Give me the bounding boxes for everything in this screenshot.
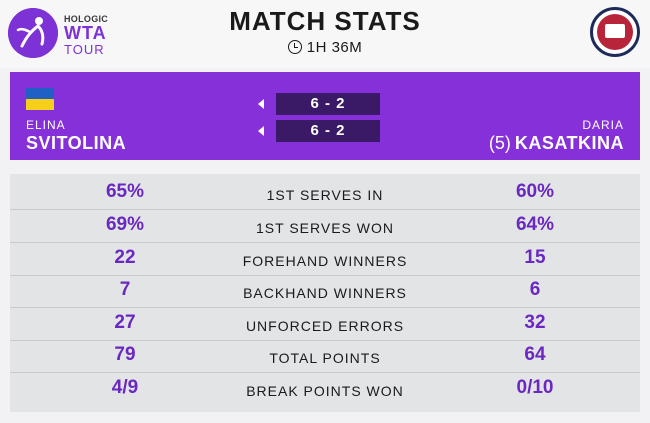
duration-value: 1H 36M xyxy=(306,39,363,56)
player-left-last-name: SVITOLINA xyxy=(26,133,127,153)
stat-row: 7 BACKHAND WINNERS 6 xyxy=(10,276,640,308)
player-right-surname: KASATKINA xyxy=(514,133,624,153)
stat-right-value: 15 xyxy=(524,247,546,268)
stat-left-value: 79 xyxy=(114,344,136,365)
stat-right-value: 64 xyxy=(524,344,546,365)
clock-icon xyxy=(287,40,302,54)
set-score: 6 - 2 xyxy=(276,120,380,142)
stat-right-value: 60% xyxy=(515,181,555,202)
stats-table: 65% 1ST SERVES IN 60% 69% 1ST SERVES WON… xyxy=(10,174,640,412)
stat-row: 4/9 BREAK POINTS WON 0/10 xyxy=(10,374,640,406)
logo-sponsor: HOLOGIC xyxy=(64,14,109,24)
wta-logo[interactable]: HOLOGIC WTA TOUR xyxy=(8,6,128,62)
player-right-seed: (5) xyxy=(488,133,511,153)
row-divider xyxy=(10,275,640,276)
match-duration: 1H 36M xyxy=(0,39,650,56)
row-divider xyxy=(10,242,640,243)
set-score-row: 6 - 2 xyxy=(258,120,380,142)
page-title: MATCH STATS xyxy=(229,6,421,36)
row-divider xyxy=(10,209,640,210)
stat-left-value: 69% xyxy=(105,214,145,235)
stat-label: BREAK POINTS WON xyxy=(246,383,404,399)
serve-indicator-icon xyxy=(258,126,264,136)
tournament-seal-icon xyxy=(590,7,640,57)
stat-right-value: 64% xyxy=(515,214,555,235)
stat-row: 27 UNFORCED ERRORS 32 xyxy=(10,309,640,341)
stat-left-value: 65% xyxy=(105,181,145,202)
stat-row: 22 FOREHAND WINNERS 15 xyxy=(10,244,640,276)
set-score-row: 6 - 2 xyxy=(258,93,380,115)
player-right-last-name: (5) KASATKINA xyxy=(489,133,624,154)
stat-label: UNFORCED ERRORS xyxy=(245,318,405,334)
stat-row: 69% 1ST SERVES WON 64% xyxy=(10,211,640,243)
stat-left-value: 4/9 xyxy=(111,377,139,398)
stat-right-value: 6 xyxy=(529,279,541,300)
stat-right-value: 0/10 xyxy=(516,377,554,398)
stat-label: 1ST SERVES IN xyxy=(266,187,384,203)
flag-blue-stripe xyxy=(26,88,54,99)
stat-left-value: 27 xyxy=(114,312,136,333)
stat-left-value: 7 xyxy=(119,279,131,300)
logo-tour: TOUR xyxy=(64,42,105,57)
stat-left-value: 22 xyxy=(114,247,136,268)
stat-right-value: 32 xyxy=(524,312,546,333)
player-right-first-name: DARIA xyxy=(582,118,624,132)
row-divider xyxy=(10,372,640,373)
stat-row: 65% 1ST SERVES IN 60% xyxy=(10,178,640,210)
stat-label: 1ST SERVES WON xyxy=(256,220,394,236)
serve-indicator-icon xyxy=(258,99,264,109)
stat-label: BACKHAND WINNERS xyxy=(243,285,407,301)
stat-label: FOREHAND WINNERS xyxy=(242,253,408,269)
stat-row: 79 TOTAL POINTS 64 xyxy=(10,341,640,373)
flag-yellow-stripe xyxy=(26,99,54,110)
player-left-first-name: ELINA xyxy=(26,118,66,132)
row-divider xyxy=(10,340,640,341)
set-score: 6 - 2 xyxy=(276,93,380,115)
wta-logo-icon xyxy=(8,8,58,58)
stat-label: TOTAL POINTS xyxy=(269,350,381,366)
row-divider xyxy=(10,307,640,308)
logo-brand: WTA xyxy=(64,23,107,43)
ukraine-flag-icon xyxy=(26,88,54,110)
seal-emblem xyxy=(597,14,633,50)
player-band: ELINA SVITOLINA 6 - 2 6 - 2 DARIA (5) KAS… xyxy=(10,72,640,160)
header: HOLOGIC WTA TOUR MATCH STATS 1H 36M xyxy=(0,0,650,68)
